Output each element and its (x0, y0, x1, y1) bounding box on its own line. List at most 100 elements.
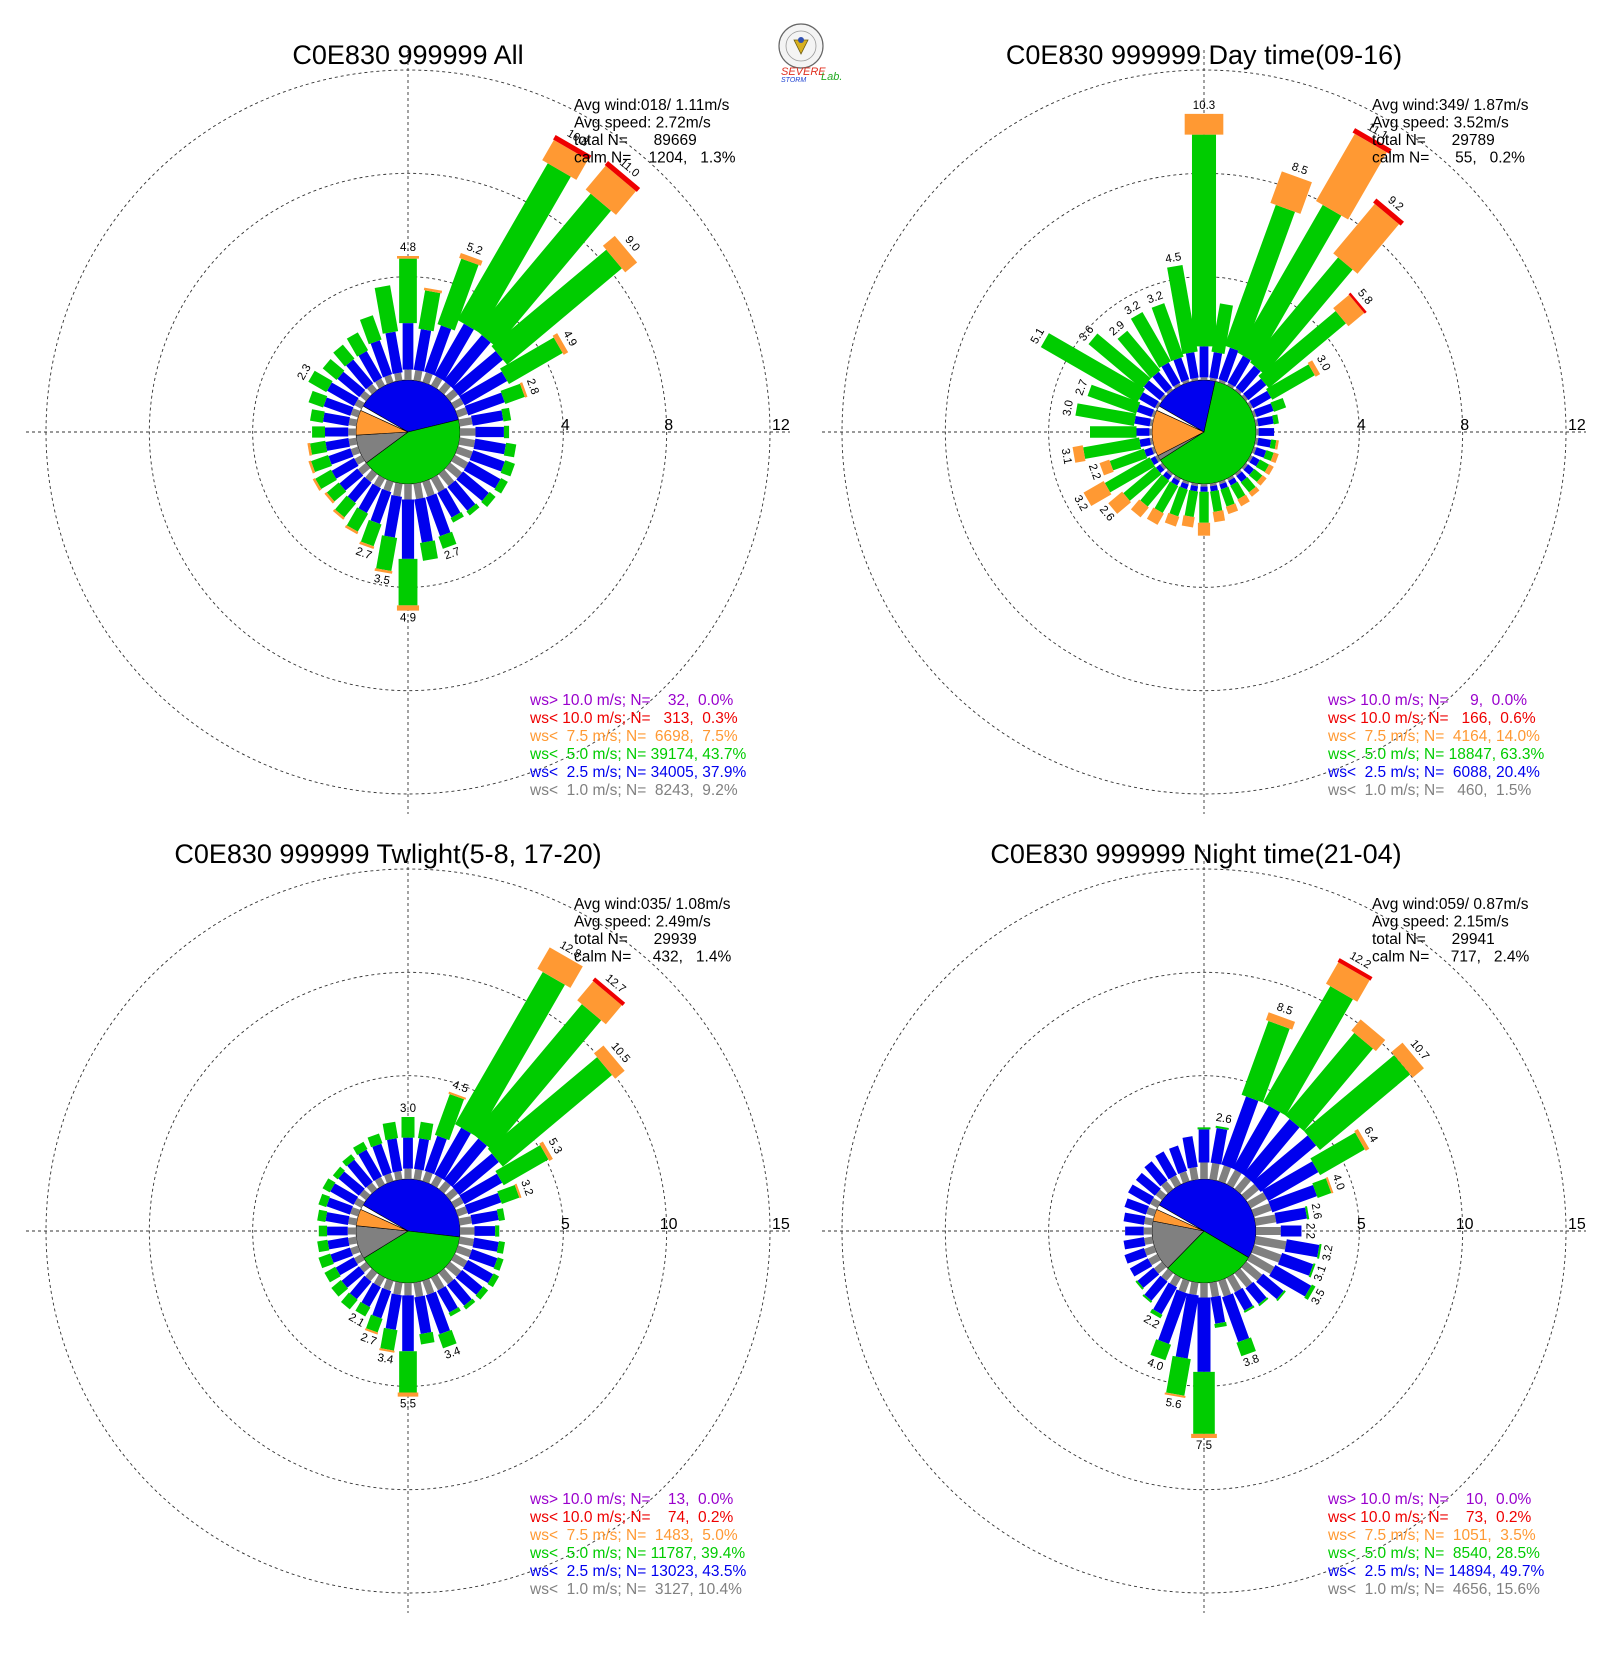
sector-bar-segment (366, 383, 378, 395)
sector-bar-segment (452, 1153, 499, 1196)
sector-bar-segment (1099, 459, 1114, 476)
sector-bar-segment (1221, 1096, 1259, 1169)
sector-bar-segment (1220, 486, 1235, 507)
sector-bar-segment (1169, 486, 1188, 517)
sector-bar-segment (1173, 357, 1190, 383)
sector-bar-segment (1166, 469, 1174, 476)
calm-pie-slice (1158, 379, 1216, 433)
sector-bar-segment (445, 1261, 462, 1277)
sector-bar-segment (308, 390, 328, 408)
sector-bar-segment (602, 235, 638, 273)
legend-entry: ws> 10.0 m/s; N= 9, 0.0% (1327, 692, 1527, 709)
sector-bar-segment (1153, 1282, 1178, 1315)
sector-bar-segment (539, 1141, 553, 1161)
sector-bar-segment (1241, 394, 1248, 402)
sector-bar-segment (438, 469, 455, 487)
sector-bar-segment (1150, 1308, 1163, 1319)
sector-bar-segment (1072, 445, 1086, 463)
sector-bar-segment (464, 1192, 502, 1215)
sector-bar-segment (402, 1295, 414, 1352)
sector-label: 2.7 (359, 1331, 378, 1348)
sector-label: 3.4 (443, 1345, 463, 1362)
sector-bar-segment (463, 1259, 494, 1284)
sector-bar-segment (1257, 415, 1274, 427)
grid-ring (148, 172, 668, 692)
sector-bar-segment (1178, 1278, 1190, 1293)
sector-bar-segment (1226, 1274, 1242, 1293)
sector-bar-segment (451, 397, 464, 410)
sector-bar-segment (1135, 1172, 1161, 1196)
sector-bar-segment (459, 1173, 503, 1205)
sector-bar-segment (348, 418, 358, 427)
sector-bar-segment (495, 1145, 549, 1186)
sector-bar-segment (1199, 346, 1209, 378)
sector-bar-segment (454, 971, 565, 1137)
sector-label: 3.0 (400, 1103, 416, 1115)
sector-bar-segment (310, 440, 328, 455)
sector-bar-segment (1197, 522, 1211, 536)
sector-bar-segment (445, 462, 463, 479)
sector-bar-segment (422, 479, 435, 497)
legend-entry: ws< 10.0 m/s; N= 73, 0.2% (1327, 1509, 1532, 1526)
sector-bar-segment (1146, 507, 1164, 525)
stats-line: Avg speed: 2.49m/s (574, 914, 711, 931)
sector-bar-segment (1246, 1253, 1275, 1274)
calm-pie-slice (360, 405, 409, 433)
sector-bar-segment (1175, 1293, 1199, 1359)
sector-bar-segment (383, 479, 394, 492)
sector-bar-segment (1181, 515, 1195, 528)
sector-bar-segment (1337, 958, 1373, 981)
sector-bar-segment (1264, 464, 1274, 476)
sector-bar-segment (353, 1141, 368, 1155)
sector-bar-segment (1225, 503, 1239, 515)
ring-label: 5 (1357, 1216, 1366, 1233)
sector-bar-segment (347, 1227, 356, 1235)
sector-bar-segment (375, 378, 386, 389)
sector-bar-segment (1150, 1339, 1172, 1361)
sector-bar-segment (438, 531, 457, 549)
sector-bar-segment (414, 497, 433, 543)
sector-bar-segment (434, 1094, 465, 1141)
sector-bar-segment (1218, 1165, 1231, 1184)
ring-label: 12 (1568, 417, 1586, 434)
sector-bar-segment (397, 1392, 419, 1397)
sector-bar-segment (1348, 292, 1367, 314)
sector-bar-segment (364, 1328, 379, 1335)
sector-bar-segment (384, 1173, 394, 1184)
sector-bar-segment (312, 478, 322, 491)
sector-bar-segment (1280, 1225, 1302, 1237)
sector-bar-segment (1124, 1198, 1149, 1215)
sector-bar-segment (384, 374, 394, 385)
ring-label: 8 (1460, 417, 1469, 434)
sector-bar-segment (1173, 383, 1181, 389)
sector-bar-segment (1164, 512, 1180, 527)
sector-bar-segment (1135, 1280, 1144, 1290)
sector-bar-segment (1254, 419, 1259, 427)
sector-bar-segment (337, 371, 366, 398)
sector-bar-segment (1248, 486, 1260, 497)
sector-bar-segment (1254, 1214, 1277, 1226)
sector-bar-segment (1146, 1207, 1157, 1217)
sector-bar-segment (443, 335, 491, 388)
sector-bar-segment (1155, 401, 1161, 409)
sector-bar-segment (1254, 447, 1267, 458)
ring-label: 5 (561, 1216, 570, 1233)
sector-bar-segment (374, 285, 399, 334)
sector-bar-segment (1155, 1189, 1167, 1201)
sector-bar-segment (450, 511, 464, 523)
sector-bar-segment (430, 1175, 443, 1188)
sector-bar-segment (1316, 133, 1387, 220)
sector-label: 3.4 (376, 1352, 394, 1367)
sector-bar-segment (455, 1245, 472, 1258)
sector-label: 3.8 (1242, 1353, 1261, 1370)
sector-bar-segment (460, 1227, 475, 1235)
sector-bar-segment (1270, 452, 1279, 464)
sector-bar-segment (1263, 986, 1353, 1116)
sector-bar-segment (332, 509, 345, 520)
sector-bar-segment (1140, 474, 1170, 507)
sector-bar-segment (1180, 482, 1189, 490)
sector-bar-segment (359, 390, 371, 402)
sector-label: 4.5 (451, 1079, 470, 1096)
sector-bar-segment (350, 1207, 361, 1217)
chart-title: C0E830 999999 Twlight(5-8, 17-20) (174, 839, 601, 869)
